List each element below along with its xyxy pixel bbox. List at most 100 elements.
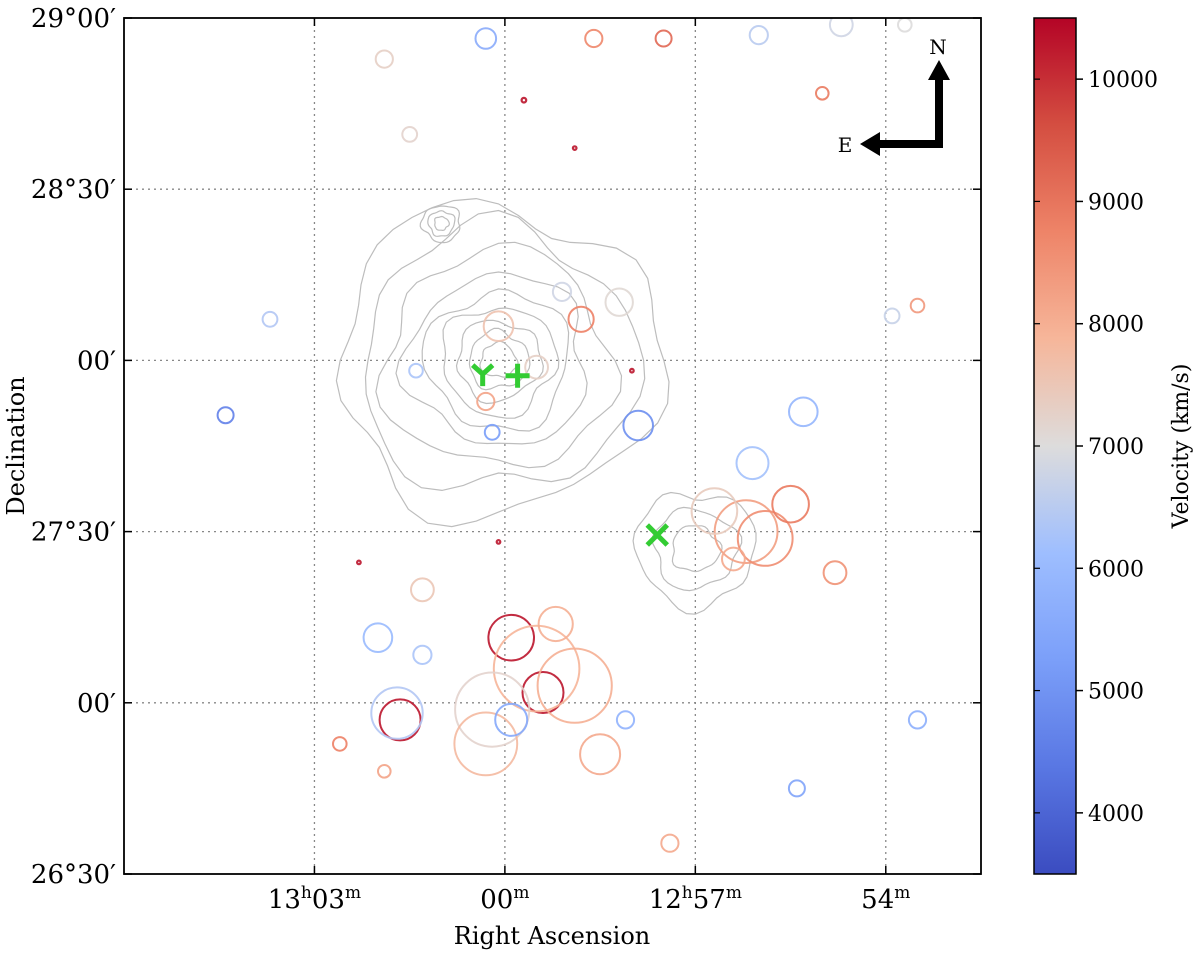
galaxy-point — [713, 499, 779, 564]
plot-frame — [123, 17, 982, 875]
x-tick-label: 54m — [861, 883, 910, 915]
y-tick-label: 27°30′ — [31, 518, 116, 548]
galaxy-point — [660, 833, 680, 853]
galaxy-point — [356, 559, 362, 566]
galaxy-point — [828, 18, 854, 38]
colorbar-gradient — [1034, 18, 1076, 874]
x-tick-label: 12h57m — [649, 883, 742, 915]
contour-line — [335, 197, 670, 528]
y-tick-label: 29°00′ — [31, 4, 116, 34]
galaxy-point — [897, 18, 913, 33]
galaxy-point — [520, 96, 528, 104]
galaxy-point — [536, 647, 613, 724]
colorbar-tick-label: 9000 — [1088, 190, 1144, 215]
axis-ticks: 13h03m 00m 12h57m 54m 29°00′ 28°30′ 00′ 27°30′ 0… — [31, 4, 981, 915]
galaxy-point — [362, 622, 394, 654]
y-tick-label: 00′ — [77, 346, 116, 376]
galaxy-point — [822, 560, 848, 586]
galaxy-point — [487, 613, 536, 662]
galaxy-point — [494, 702, 529, 737]
contour-line — [421, 288, 570, 432]
x-axis-title: Right Ascension — [454, 922, 651, 950]
galaxy-point — [883, 307, 901, 325]
galaxy-point — [476, 391, 496, 412]
y-tick-label: 26°30′ — [31, 860, 116, 890]
galaxy-point — [909, 297, 926, 314]
y-marker — [470, 363, 495, 387]
colorbar-ticks: 4000 5000 6000 7000 8000 9000 10000 — [1034, 68, 1158, 827]
galaxy-point — [412, 644, 433, 666]
galaxy-point — [483, 423, 501, 441]
colorbar-tick-label: 6000 — [1088, 557, 1144, 582]
galaxy-point — [735, 446, 770, 481]
galaxy-point — [571, 145, 578, 152]
galaxy-point — [579, 733, 622, 776]
colorbar-tick-label: 4000 — [1088, 802, 1144, 827]
compass: N E — [838, 35, 950, 157]
center-markers — [470, 363, 670, 547]
contour-line — [427, 210, 456, 237]
galaxy-point — [748, 24, 769, 46]
contour-line — [468, 327, 531, 391]
galaxy-point — [721, 546, 746, 572]
east-label: E — [838, 133, 853, 157]
galaxy-point — [401, 125, 419, 143]
galaxy-point — [907, 710, 928, 730]
colorbar-tick-label: 5000 — [1088, 680, 1144, 705]
galaxy-point — [410, 577, 435, 603]
galaxy-point — [453, 711, 519, 777]
galaxy-point — [492, 624, 581, 713]
x-marker — [645, 523, 670, 547]
galaxy-point — [374, 49, 394, 69]
east-arrow — [860, 132, 943, 156]
galaxy-point — [521, 671, 565, 714]
galaxy-point — [261, 310, 279, 328]
galaxy-point — [567, 305, 595, 333]
contour-line — [364, 209, 646, 492]
x-tick-label: 00m — [480, 883, 529, 915]
xray-contours — [335, 197, 757, 615]
galaxy-point — [454, 671, 531, 748]
y-axis-title: Declination — [2, 376, 30, 515]
galaxy-point — [629, 367, 635, 374]
galaxy-point — [771, 484, 810, 524]
plus-marker — [505, 363, 530, 388]
colorbar-label: Velocity (km/s) — [1169, 364, 1194, 530]
contour-line — [671, 525, 723, 573]
contour-line — [434, 215, 450, 232]
galaxy-point — [524, 354, 549, 380]
contour-line — [455, 319, 544, 405]
x-tick-label: 13h03m — [268, 883, 361, 915]
north-arrow — [928, 60, 950, 148]
galaxy-point — [584, 28, 604, 49]
galaxy-points — [216, 18, 928, 853]
galaxy-point — [787, 779, 806, 798]
galaxy-point — [408, 362, 424, 379]
galaxy-point — [537, 605, 574, 643]
colorbar-tick-label: 10000 — [1088, 68, 1158, 93]
galaxy-point — [551, 281, 573, 302]
galaxy-point — [815, 86, 830, 101]
colorbar: 4000 5000 6000 7000 8000 9000 10000 Velocity (… — [1033, 17, 1194, 875]
galaxy-point — [378, 698, 422, 742]
colorbar-tick-label: 8000 — [1088, 313, 1144, 338]
galaxy-point — [736, 510, 794, 567]
galaxy-point — [377, 764, 392, 779]
colorbar-tick-label: 7000 — [1088, 435, 1144, 460]
galaxy-point — [474, 27, 498, 50]
galaxy-point — [654, 29, 673, 48]
galaxy-point — [332, 736, 348, 752]
galaxy-point — [788, 396, 819, 428]
contour-line — [395, 271, 588, 445]
contour-line — [442, 307, 560, 419]
contour-line — [651, 506, 743, 592]
galaxy-point — [690, 487, 739, 535]
y-tick-label: 28°30′ — [31, 175, 116, 205]
galaxy-point — [604, 287, 634, 317]
galaxy-point — [370, 686, 424, 740]
contour-line — [375, 241, 623, 469]
contour-line — [632, 491, 757, 615]
north-label: N — [929, 35, 947, 59]
galaxy-point — [622, 409, 655, 442]
